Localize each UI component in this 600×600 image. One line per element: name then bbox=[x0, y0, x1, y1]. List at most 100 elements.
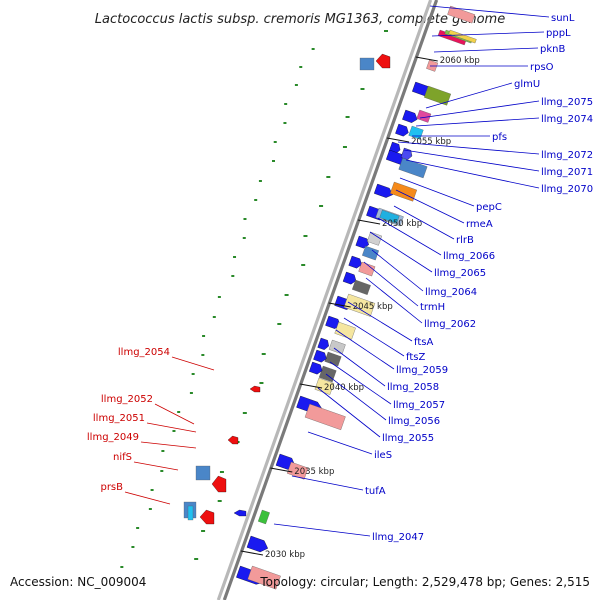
gene-feature bbox=[304, 403, 346, 431]
gc-dot bbox=[326, 176, 331, 178]
label-leader-line bbox=[425, 82, 513, 109]
gene-label: rpsO bbox=[530, 62, 554, 73]
label-leader-line bbox=[395, 189, 465, 224]
gene-box bbox=[352, 279, 371, 295]
gene-box bbox=[247, 565, 281, 590]
gene-box bbox=[328, 339, 346, 355]
label-leader-line bbox=[369, 231, 433, 273]
label-leader-line bbox=[371, 249, 424, 292]
label-leader-line bbox=[377, 217, 442, 256]
label-leader-line bbox=[171, 356, 215, 371]
gc-dot bbox=[194, 558, 199, 560]
gene-arrow bbox=[348, 255, 362, 269]
gene-box bbox=[366, 231, 383, 246]
gc-dot bbox=[303, 235, 308, 237]
gc-dot bbox=[284, 103, 288, 105]
label-leader-line bbox=[273, 523, 371, 537]
gene-label: ftsA bbox=[414, 337, 433, 348]
gene-label: ileS bbox=[374, 450, 392, 461]
kbp-tick-mark bbox=[415, 56, 438, 62]
label-leader-line bbox=[363, 261, 419, 307]
gc-dot bbox=[311, 48, 315, 50]
gc-dot bbox=[242, 237, 246, 239]
gc-dot bbox=[284, 294, 289, 296]
gc-dot bbox=[191, 373, 195, 375]
label-leader-line bbox=[291, 475, 364, 491]
kbp-tick-mark bbox=[357, 219, 381, 225]
gc-dot bbox=[148, 508, 152, 510]
gene-label: llmg_2075 bbox=[541, 97, 593, 108]
gc-dot bbox=[212, 316, 216, 318]
label-leader-line bbox=[335, 329, 395, 370]
gc-dot bbox=[202, 335, 206, 337]
gc-dot bbox=[189, 392, 193, 394]
gene-label: prsB bbox=[100, 482, 123, 493]
gene-label: sunL bbox=[551, 13, 575, 24]
gene-feature bbox=[247, 565, 281, 590]
gene-label: llmg_2059 bbox=[396, 365, 448, 376]
gene-label: rlrB bbox=[456, 235, 474, 246]
backbone-outer-line bbox=[222, 0, 439, 600]
reverse-gene-box bbox=[359, 57, 375, 71]
label-leader-line bbox=[329, 361, 392, 405]
gc-dot bbox=[161, 450, 165, 452]
kbp-tick-label: 2035 kbp bbox=[294, 467, 334, 477]
reverse-gene-arrow bbox=[199, 509, 215, 525]
gene-box bbox=[334, 321, 356, 340]
gene-label: nifS bbox=[113, 452, 132, 463]
gc-dot bbox=[294, 84, 298, 86]
gene-label: llmg_2071 bbox=[541, 167, 593, 178]
label-leader-line bbox=[433, 47, 539, 53]
gc-dot bbox=[217, 500, 222, 502]
backbone bbox=[216, 0, 439, 600]
gene-label: llmg_2056 bbox=[388, 416, 440, 427]
gene-box bbox=[447, 5, 476, 24]
gene-arrow bbox=[313, 349, 327, 363]
label-leader-line bbox=[403, 149, 540, 172]
gene-box bbox=[423, 85, 452, 106]
gene-arrow bbox=[317, 337, 329, 350]
gc-dot-track bbox=[120, 30, 388, 568]
gc-dot bbox=[283, 122, 287, 124]
gene-label: trmH bbox=[420, 302, 445, 313]
gene-box bbox=[398, 157, 428, 179]
gene-arrow bbox=[402, 109, 418, 123]
gene-label: llmg_2051 bbox=[93, 413, 145, 424]
gene-label: glmU bbox=[514, 79, 540, 90]
gc-dot bbox=[242, 412, 247, 414]
reverse-gene-arrow bbox=[249, 385, 261, 393]
gene-feature bbox=[317, 337, 329, 350]
gc-dot bbox=[120, 566, 124, 568]
gene-feature bbox=[366, 231, 383, 246]
label-leader-line bbox=[140, 441, 197, 449]
gene-label: pppL bbox=[546, 28, 571, 39]
gc-dot bbox=[231, 275, 235, 277]
gene-feature bbox=[318, 365, 337, 383]
gene-feature bbox=[416, 109, 432, 123]
kbp-tick-label: 2030 kbp bbox=[265, 550, 305, 560]
gc-dot bbox=[219, 471, 224, 473]
gene-box bbox=[416, 109, 432, 123]
gene-box bbox=[362, 245, 379, 261]
gene-label: llmg_2052 bbox=[101, 394, 153, 405]
gene-label: llmg_2049 bbox=[87, 432, 139, 443]
backbone-inner-line bbox=[216, 0, 433, 600]
gene-label: llmg_2065 bbox=[434, 268, 486, 279]
gene-feature bbox=[352, 279, 371, 295]
gc-dot bbox=[345, 116, 350, 118]
gene-arrow bbox=[342, 271, 357, 285]
gene-feature bbox=[313, 349, 327, 363]
gc-dot bbox=[342, 146, 347, 148]
label-leader-line bbox=[419, 100, 540, 119]
gc-dot bbox=[131, 546, 135, 548]
gene-label: llmg_2070 bbox=[541, 184, 593, 195]
gene-feature bbox=[398, 157, 428, 179]
kbp-tick-mark bbox=[328, 302, 351, 308]
gene-feature bbox=[423, 85, 452, 106]
label-leader-line bbox=[124, 491, 171, 505]
gene-label: pknB bbox=[540, 44, 565, 55]
gc-dot bbox=[299, 66, 303, 68]
label-leader-line bbox=[343, 317, 405, 357]
gc-dot bbox=[360, 88, 365, 90]
